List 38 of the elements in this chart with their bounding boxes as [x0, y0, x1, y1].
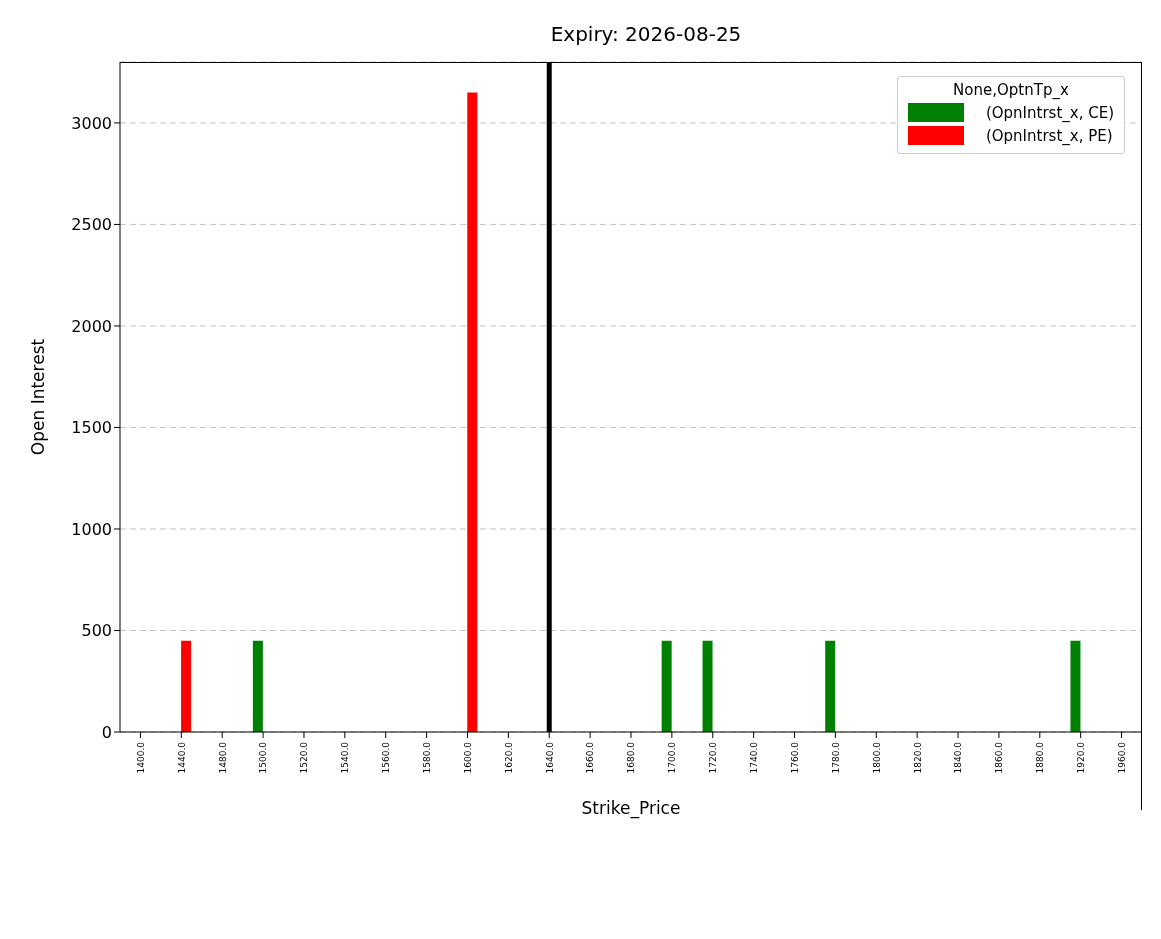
- x-tick-label: 1740.0: [749, 741, 760, 774]
- x-tick-label: 1720.0: [708, 741, 719, 774]
- x-tick-label: 1500.0: [258, 741, 269, 774]
- x-tick-label: 1560.0: [381, 741, 392, 774]
- y-axis-title: Open Interest: [28, 338, 49, 456]
- x-tick-label: 1640.0: [544, 741, 555, 774]
- x-tick-label: 1520.0: [299, 741, 310, 774]
- chart-title: Expiry: 2026-08-25: [549, 22, 743, 46]
- y-tick-label: 1500: [71, 418, 112, 438]
- x-tick-label: 1660.0: [585, 741, 596, 774]
- x-axis-title: Strike_Price: [581, 798, 681, 819]
- x-tick-label: 1760.0: [789, 741, 800, 774]
- x-tick-label: 1800.0: [871, 741, 882, 774]
- x-tick-label: 1840.0: [953, 741, 964, 774]
- y-tick-label: 0: [101, 722, 112, 742]
- x-tick-label: 1540.0: [340, 741, 351, 774]
- legend-label: (OpnIntrst_x, CE): [985, 103, 1114, 122]
- y-tick-label: 1000: [71, 519, 112, 539]
- x-tick-label: 1440.0: [176, 741, 187, 774]
- y-tick-label: 3000: [71, 113, 112, 133]
- x-tick-label: 1600.0: [462, 741, 473, 774]
- x-tick-label: 1960.0: [1116, 741, 1127, 774]
- legend-title: None,OptnTp_x: [952, 81, 1070, 99]
- x-tick-label: 1400.0: [135, 741, 146, 774]
- x-tick-label: 1700.0: [667, 741, 678, 774]
- x-tick-label: 1680.0: [626, 741, 637, 774]
- x-tick-label: 1820.0: [912, 741, 923, 774]
- legend-label: (OpnIntrst_x, PE): [985, 126, 1113, 145]
- y-tick-label: 2000: [71, 316, 112, 336]
- x-tick-label: 1580.0: [421, 741, 432, 774]
- x-tick-label: 1620.0: [503, 741, 514, 774]
- y-tick-label: 2500: [71, 215, 112, 235]
- x-tick-label: 1920.0: [1076, 741, 1087, 774]
- x-tick-label: 1860.0: [994, 741, 1005, 774]
- x-tick-label: 1480.0: [217, 741, 228, 774]
- x-tick-label: 1880.0: [1035, 741, 1046, 774]
- x-tick-label: 1780.0: [830, 741, 841, 774]
- y-tick-label: 500: [81, 621, 112, 641]
